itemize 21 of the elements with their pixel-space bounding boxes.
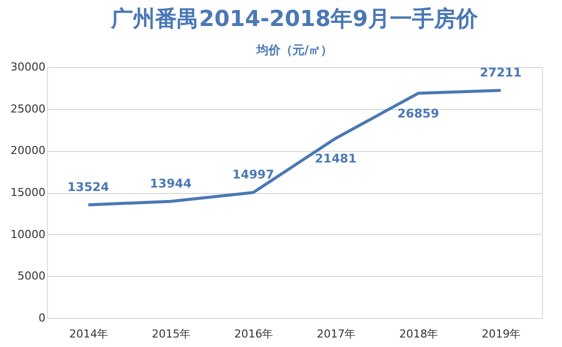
data-label: 21481: [314, 151, 357, 166]
chart-title: 广州番禺2014-2018年9月一手房价: [110, 6, 479, 32]
x-tick-label: 2014年: [69, 328, 108, 340]
x-tick-label: 2016年: [234, 328, 274, 340]
y-tick-label: 5000: [18, 270, 46, 283]
data-label: 27211: [480, 65, 522, 80]
y-tick-label: 25000: [10, 102, 46, 116]
x-tick-label: 2018年: [399, 328, 438, 340]
y-tick-label: 0: [38, 312, 46, 324]
data-label: 14997: [232, 168, 274, 182]
data-label: 13524: [67, 180, 110, 194]
chart-subtitle: 均价（元/㎡）: [255, 43, 333, 57]
y-tick-label: 10000: [10, 228, 46, 241]
y-tick-label: 15000: [10, 186, 46, 199]
y-tick-label: 20000: [10, 144, 46, 158]
data-label: 13944: [150, 176, 192, 190]
x-tick-label: 2015年: [152, 328, 191, 340]
data-label: 26859: [397, 106, 440, 120]
x-tick-label: 2019年: [482, 328, 521, 340]
y-tick-label: 30000: [10, 60, 46, 74]
x-tick-label: 2017年: [316, 328, 356, 340]
